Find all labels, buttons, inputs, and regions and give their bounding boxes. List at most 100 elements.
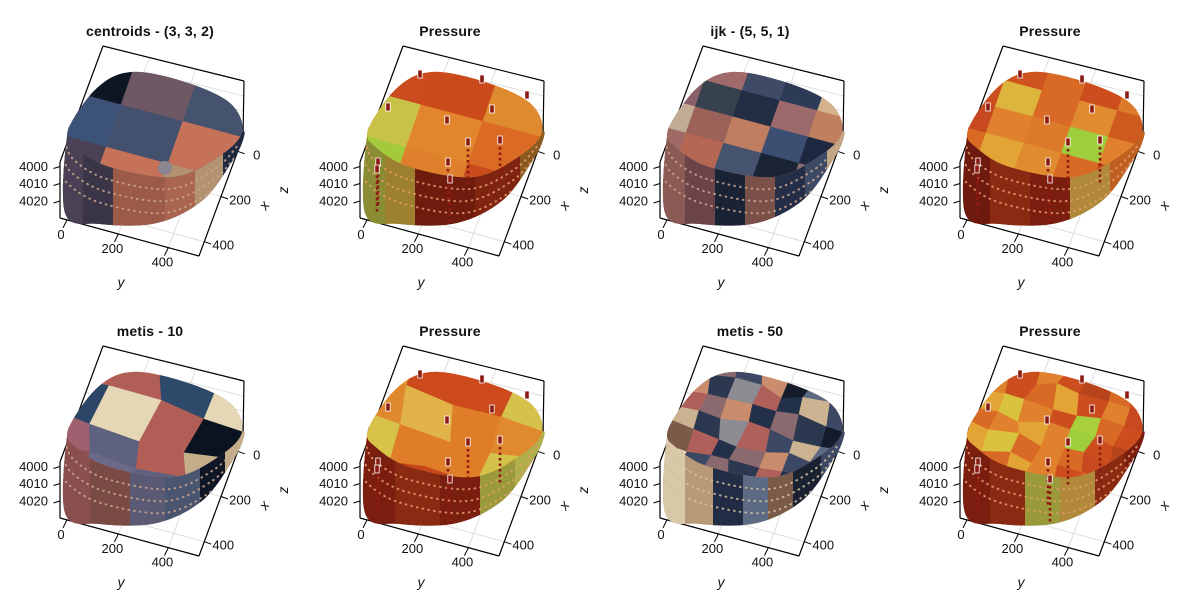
svg-text:400: 400 — [752, 555, 774, 570]
subplot-pressure-metis10: Pressure 4000 4010 4020 0 200 400 400 200 0 z y x — [275, 300, 600, 600]
svg-text:200: 200 — [1129, 493, 1151, 508]
svg-text:400: 400 — [212, 538, 234, 553]
svg-text:y: y — [1017, 274, 1026, 290]
svg-text:200: 200 — [829, 493, 851, 508]
svg-text:x: x — [555, 497, 573, 514]
svg-text:0: 0 — [553, 447, 560, 462]
subplot-title: Pressure — [419, 323, 481, 339]
svg-text:200: 200 — [529, 193, 551, 208]
subplot-metis10-partition: metis - 10 4000 4010 4020 0 200 400 400 200 0 z y x — [0, 300, 300, 600]
svg-text:4000: 4000 — [919, 159, 948, 174]
svg-text:z: z — [575, 187, 591, 195]
svg-text:x: x — [255, 497, 273, 514]
svg-text:4010: 4010 — [919, 476, 948, 491]
well-markers — [374, 69, 530, 222]
svg-text:x: x — [555, 197, 573, 214]
svg-text:0: 0 — [1153, 147, 1160, 162]
subplot-metis50-partition: metis - 50 4000 4010 4020 0 200 400 400 200 0 z y x — [575, 300, 900, 600]
svg-text:400: 400 — [1052, 255, 1074, 270]
well-markers — [374, 369, 530, 522]
svg-text:y: y — [1017, 574, 1026, 590]
svg-text:400: 400 — [452, 255, 474, 270]
svg-text:400: 400 — [752, 255, 774, 270]
svg-text:400: 400 — [452, 555, 474, 570]
svg-text:0: 0 — [253, 447, 260, 462]
svg-text:4000: 4000 — [319, 459, 348, 474]
svg-text:z: z — [275, 187, 291, 195]
svg-text:0: 0 — [357, 527, 364, 542]
subplot-pressure-metis50: Pressure 4000 4010 4020 0 200 400 400 200 0 z y x — [875, 300, 1200, 600]
svg-text:z: z — [875, 487, 891, 495]
svg-text:200: 200 — [402, 241, 424, 256]
svg-text:200: 200 — [229, 493, 251, 508]
svg-text:4010: 4010 — [919, 176, 948, 191]
svg-text:0: 0 — [57, 527, 64, 542]
svg-text:4020: 4020 — [919, 494, 948, 509]
subplot-title: ijk - (5, 5, 1) — [710, 23, 790, 39]
svg-text:x: x — [255, 197, 273, 214]
svg-text:200: 200 — [529, 493, 551, 508]
svg-text:400: 400 — [512, 238, 534, 253]
svg-text:400: 400 — [812, 538, 834, 553]
svg-text:200: 200 — [702, 541, 724, 556]
subplot-title: Pressure — [1019, 323, 1081, 339]
svg-text:y: y — [717, 274, 726, 290]
svg-text:4000: 4000 — [919, 459, 948, 474]
svg-text:x: x — [1155, 197, 1173, 214]
svg-text:4000: 4000 — [319, 159, 348, 174]
svg-text:z: z — [275, 487, 291, 495]
svg-text:4010: 4010 — [319, 476, 348, 491]
svg-text:0: 0 — [357, 227, 364, 242]
svg-text:0: 0 — [57, 227, 64, 242]
subplot-pressure-ijk: Pressure 4000 4010 4020 0 200 400 400 200 0 z y x — [875, 0, 1200, 300]
svg-text:4020: 4020 — [919, 194, 948, 209]
subplot-title: metis - 50 — [716, 323, 784, 339]
subplot-ijk-partition: ijk - (5, 5, 1) 4000 4010 4020 0 200 400 400 20… — [575, 0, 900, 300]
svg-text:4020: 4020 — [619, 194, 648, 209]
svg-text:200: 200 — [1129, 193, 1151, 208]
svg-text:0: 0 — [853, 447, 860, 462]
subplot-title: Pressure — [1019, 23, 1081, 39]
svg-text:4000: 4000 — [19, 159, 48, 174]
svg-text:4000: 4000 — [619, 159, 648, 174]
svg-text:0: 0 — [253, 147, 260, 162]
svg-text:400: 400 — [1112, 538, 1134, 553]
subplot-centroids-partition: centroids - (3, 3, 2) 4000 4010 4020 0 200 40… — [0, 0, 300, 300]
svg-text:200: 200 — [402, 541, 424, 556]
subplot-pressure-centroids: Pressure 4000 4010 4020 0 200 400 400 200 0 z y x — [275, 0, 600, 300]
svg-text:200: 200 — [702, 241, 724, 256]
well-markers — [974, 69, 1130, 222]
svg-text:4020: 4020 — [319, 494, 348, 509]
svg-text:0: 0 — [957, 227, 964, 242]
svg-text:z: z — [575, 487, 591, 495]
svg-text:200: 200 — [229, 193, 251, 208]
svg-text:y: y — [117, 274, 126, 290]
svg-text:4010: 4010 — [619, 176, 648, 191]
svg-text:y: y — [717, 574, 726, 590]
axis-box-edges — [659, 345, 845, 557]
svg-text:4010: 4010 — [319, 176, 348, 191]
svg-text:400: 400 — [812, 238, 834, 253]
svg-text:4020: 4020 — [19, 494, 48, 509]
svg-text:0: 0 — [1153, 447, 1160, 462]
subplot-title: Pressure — [419, 23, 481, 39]
svg-text:4020: 4020 — [19, 194, 48, 209]
svg-text:0: 0 — [657, 527, 664, 542]
svg-text:x: x — [855, 497, 873, 514]
svg-text:200: 200 — [1002, 541, 1024, 556]
svg-text:x: x — [855, 197, 873, 214]
svg-text:4010: 4010 — [19, 176, 48, 191]
